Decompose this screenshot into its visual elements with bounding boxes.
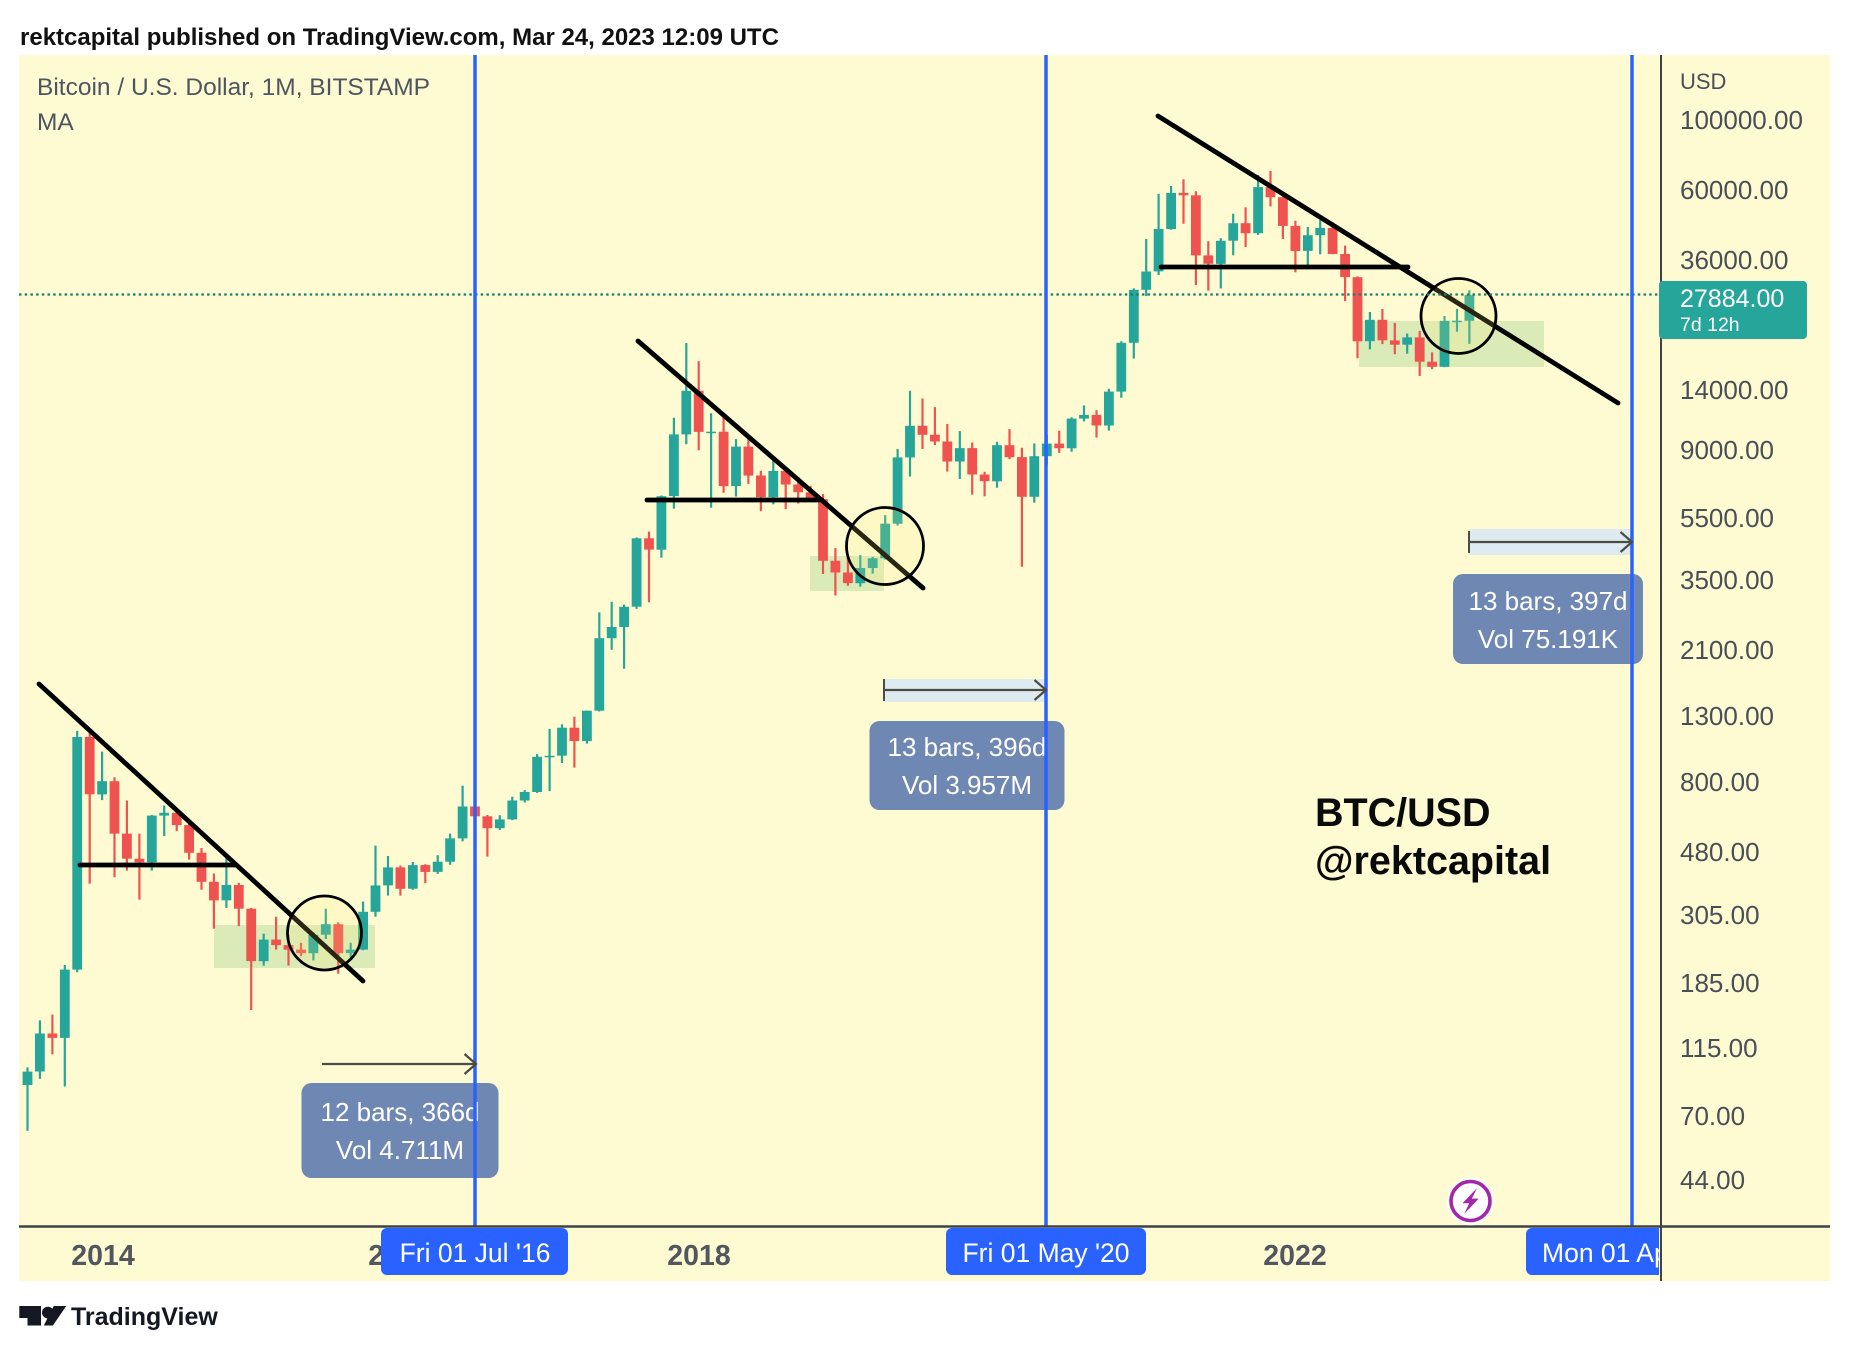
svg-text:115.00: 115.00 <box>1680 1033 1758 1063</box>
svg-text:800.00: 800.00 <box>1680 767 1760 797</box>
svg-text:Vol 75.191K: Vol 75.191K <box>1478 624 1619 654</box>
svg-text:480.00: 480.00 <box>1680 837 1760 867</box>
svg-text:USD: USD <box>1680 69 1726 94</box>
svg-text:rektcapital published on Tradi: rektcapital published on TradingView.com… <box>20 24 779 51</box>
svg-text:36000.00: 36000.00 <box>1680 245 1788 275</box>
svg-text:BTC/USD: BTC/USD <box>1315 791 1491 835</box>
svg-text:TradingView: TradingView <box>71 1303 218 1331</box>
svg-text:MA: MA <box>37 109 74 136</box>
svg-text:5500.00: 5500.00 <box>1680 503 1774 533</box>
svg-text:13 bars, 397d: 13 bars, 397d <box>1468 586 1627 616</box>
svg-text:2022: 2022 <box>1263 1240 1326 1272</box>
svg-text:Vol 3.957M: Vol 3.957M <box>902 770 1032 800</box>
svg-text:2100.00: 2100.00 <box>1680 635 1774 665</box>
svg-text:Mon 01 Apr: Mon 01 Apr <box>1542 1238 1678 1268</box>
svg-text:27884.00: 27884.00 <box>1680 285 1784 313</box>
svg-text:100000.00: 100000.00 <box>1680 105 1803 135</box>
svg-text:Fri 01 Jul '16: Fri 01 Jul '16 <box>400 1238 551 1268</box>
svg-text:2018: 2018 <box>667 1240 730 1272</box>
svg-text:1300.00: 1300.00 <box>1680 701 1774 731</box>
svg-text:Bitcoin / U.S. Dollar, 1M, BIT: Bitcoin / U.S. Dollar, 1M, BITSTAMP <box>37 74 430 101</box>
svg-text:13 bars, 396d: 13 bars, 396d <box>887 732 1046 762</box>
svg-text:14000.00: 14000.00 <box>1680 375 1788 405</box>
svg-text:185.00: 185.00 <box>1680 968 1760 998</box>
svg-text:3500.00: 3500.00 <box>1680 565 1774 595</box>
svg-text:12 bars, 366d: 12 bars, 366d <box>320 1097 479 1127</box>
svg-text:305.00: 305.00 <box>1680 900 1760 930</box>
svg-text:44.00: 44.00 <box>1680 1165 1745 1195</box>
svg-text:Vol 4.711M: Vol 4.711M <box>336 1135 464 1165</box>
svg-text:7d 12h: 7d 12h <box>1680 314 1740 336</box>
svg-text:70.00: 70.00 <box>1680 1101 1745 1131</box>
svg-text:Fri 01 May '20: Fri 01 May '20 <box>962 1238 1129 1268</box>
svg-text:9000.00: 9000.00 <box>1680 435 1774 465</box>
svg-text:@rektcapital: @rektcapital <box>1315 839 1551 883</box>
svg-text:60000.00: 60000.00 <box>1680 175 1788 205</box>
svg-text:2014: 2014 <box>71 1240 135 1272</box>
